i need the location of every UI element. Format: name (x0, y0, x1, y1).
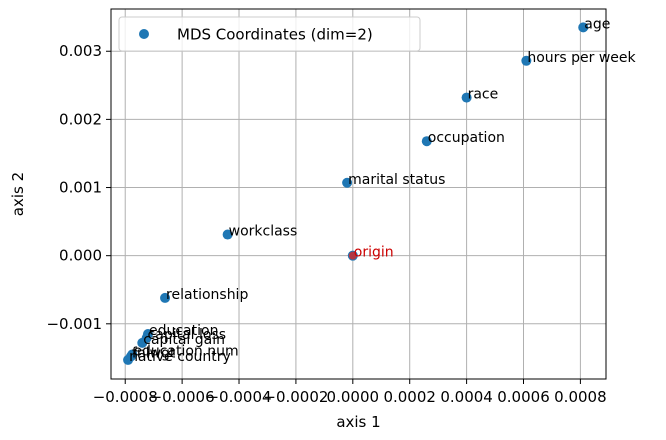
plot-area-frame (110, 8, 607, 380)
point-label: education (149, 323, 218, 339)
legend-marker (139, 29, 149, 39)
x-tick-label: −0.0002 (263, 388, 328, 406)
data-point (137, 337, 148, 348)
x-tick-label: 0.0000 (327, 388, 380, 406)
point-label: race (468, 87, 499, 103)
point-label: marital status (348, 172, 445, 188)
point-labels: age hours per week race occupation marital s… (129, 16, 636, 365)
data-point (160, 292, 171, 303)
x-tick-label: −0.0004 (206, 388, 271, 406)
data-points (123, 22, 589, 365)
x-tick-label: −0.0006 (150, 388, 215, 406)
y-tick-label: 0.003 (59, 42, 102, 60)
point-label: occupation (428, 130, 505, 146)
x-tick-label: 0.0008 (554, 388, 607, 406)
data-point (461, 92, 472, 103)
y-tick-label: 0.001 (59, 179, 102, 197)
point-label: education num (133, 343, 238, 359)
origin-point (348, 251, 357, 260)
x-tick-label: −0.0008 (93, 388, 158, 406)
point-label: fnlwgt (132, 346, 176, 362)
data-point (421, 136, 432, 147)
y-tick-label: 0.000 (59, 247, 102, 265)
data-point (342, 177, 353, 188)
point-label: native country (129, 349, 231, 365)
legend-box (118, 16, 421, 52)
legend: MDS Coordinates (dim=2) (118, 16, 421, 52)
point-label: capital loss (148, 327, 227, 343)
point-label: capital gain (143, 332, 225, 348)
data-point (123, 354, 134, 365)
origin-label: origin (354, 245, 394, 261)
legend-entry: MDS Coordinates (dim=2) (177, 26, 373, 44)
point-label: relationship (166, 287, 248, 303)
data-point (222, 229, 233, 240)
data-point (578, 22, 589, 33)
x-tick-label: 0.0002 (383, 388, 436, 406)
x-tick-label: 0.0004 (440, 388, 493, 406)
x-tick-label: 0.0006 (497, 388, 550, 406)
point-label: workclass (229, 224, 298, 240)
point-label: hours per week (527, 50, 636, 66)
point-label: age (584, 16, 610, 32)
y-axis-title: axis 2 (9, 172, 27, 216)
data-point (521, 55, 532, 66)
y-tick-label: 0.002 (59, 110, 102, 128)
x-axis-title: axis 1 (336, 413, 380, 431)
y-tick-label: −0.001 (46, 315, 102, 333)
